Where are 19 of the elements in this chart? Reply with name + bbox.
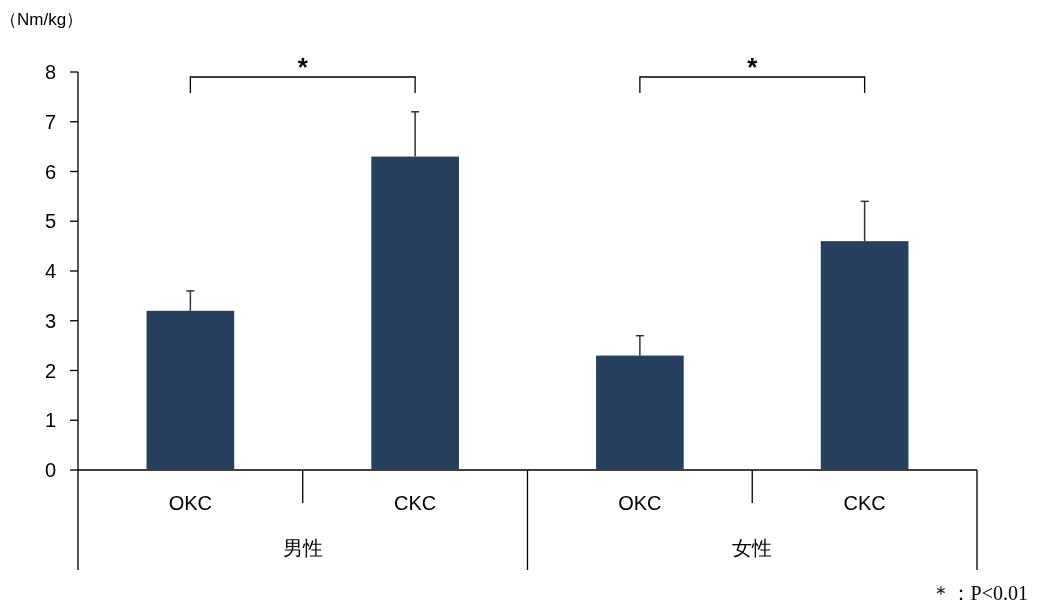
y-tick-label: 5 xyxy=(44,210,56,233)
y-axis-title: （Nm/kg） xyxy=(0,10,84,29)
x-tick-label: CKC xyxy=(843,492,886,514)
text: 女性 xyxy=(732,537,773,559)
annotation: * xyxy=(747,52,759,82)
y-tick-label: 2 xyxy=(44,359,56,382)
y-tick-label: 6 xyxy=(44,160,56,183)
text: 男性 xyxy=(282,537,323,559)
x-tick-label: OKC xyxy=(168,492,213,514)
y-tick-label: 1 xyxy=(44,409,56,432)
y-tick-label: 0 xyxy=(44,459,56,481)
y-tick-label: 4 xyxy=(44,260,56,282)
y-tick-label: 3 xyxy=(44,309,56,332)
x-tick-label: CKC xyxy=(394,492,437,514)
x-tick-label: OKC xyxy=(618,492,662,514)
y-tick-label: 8 xyxy=(44,61,56,83)
y-tick-label: 7 xyxy=(44,110,56,133)
text: ＊：P<0.01 xyxy=(930,582,1028,604)
annotation: * xyxy=(297,52,309,82)
